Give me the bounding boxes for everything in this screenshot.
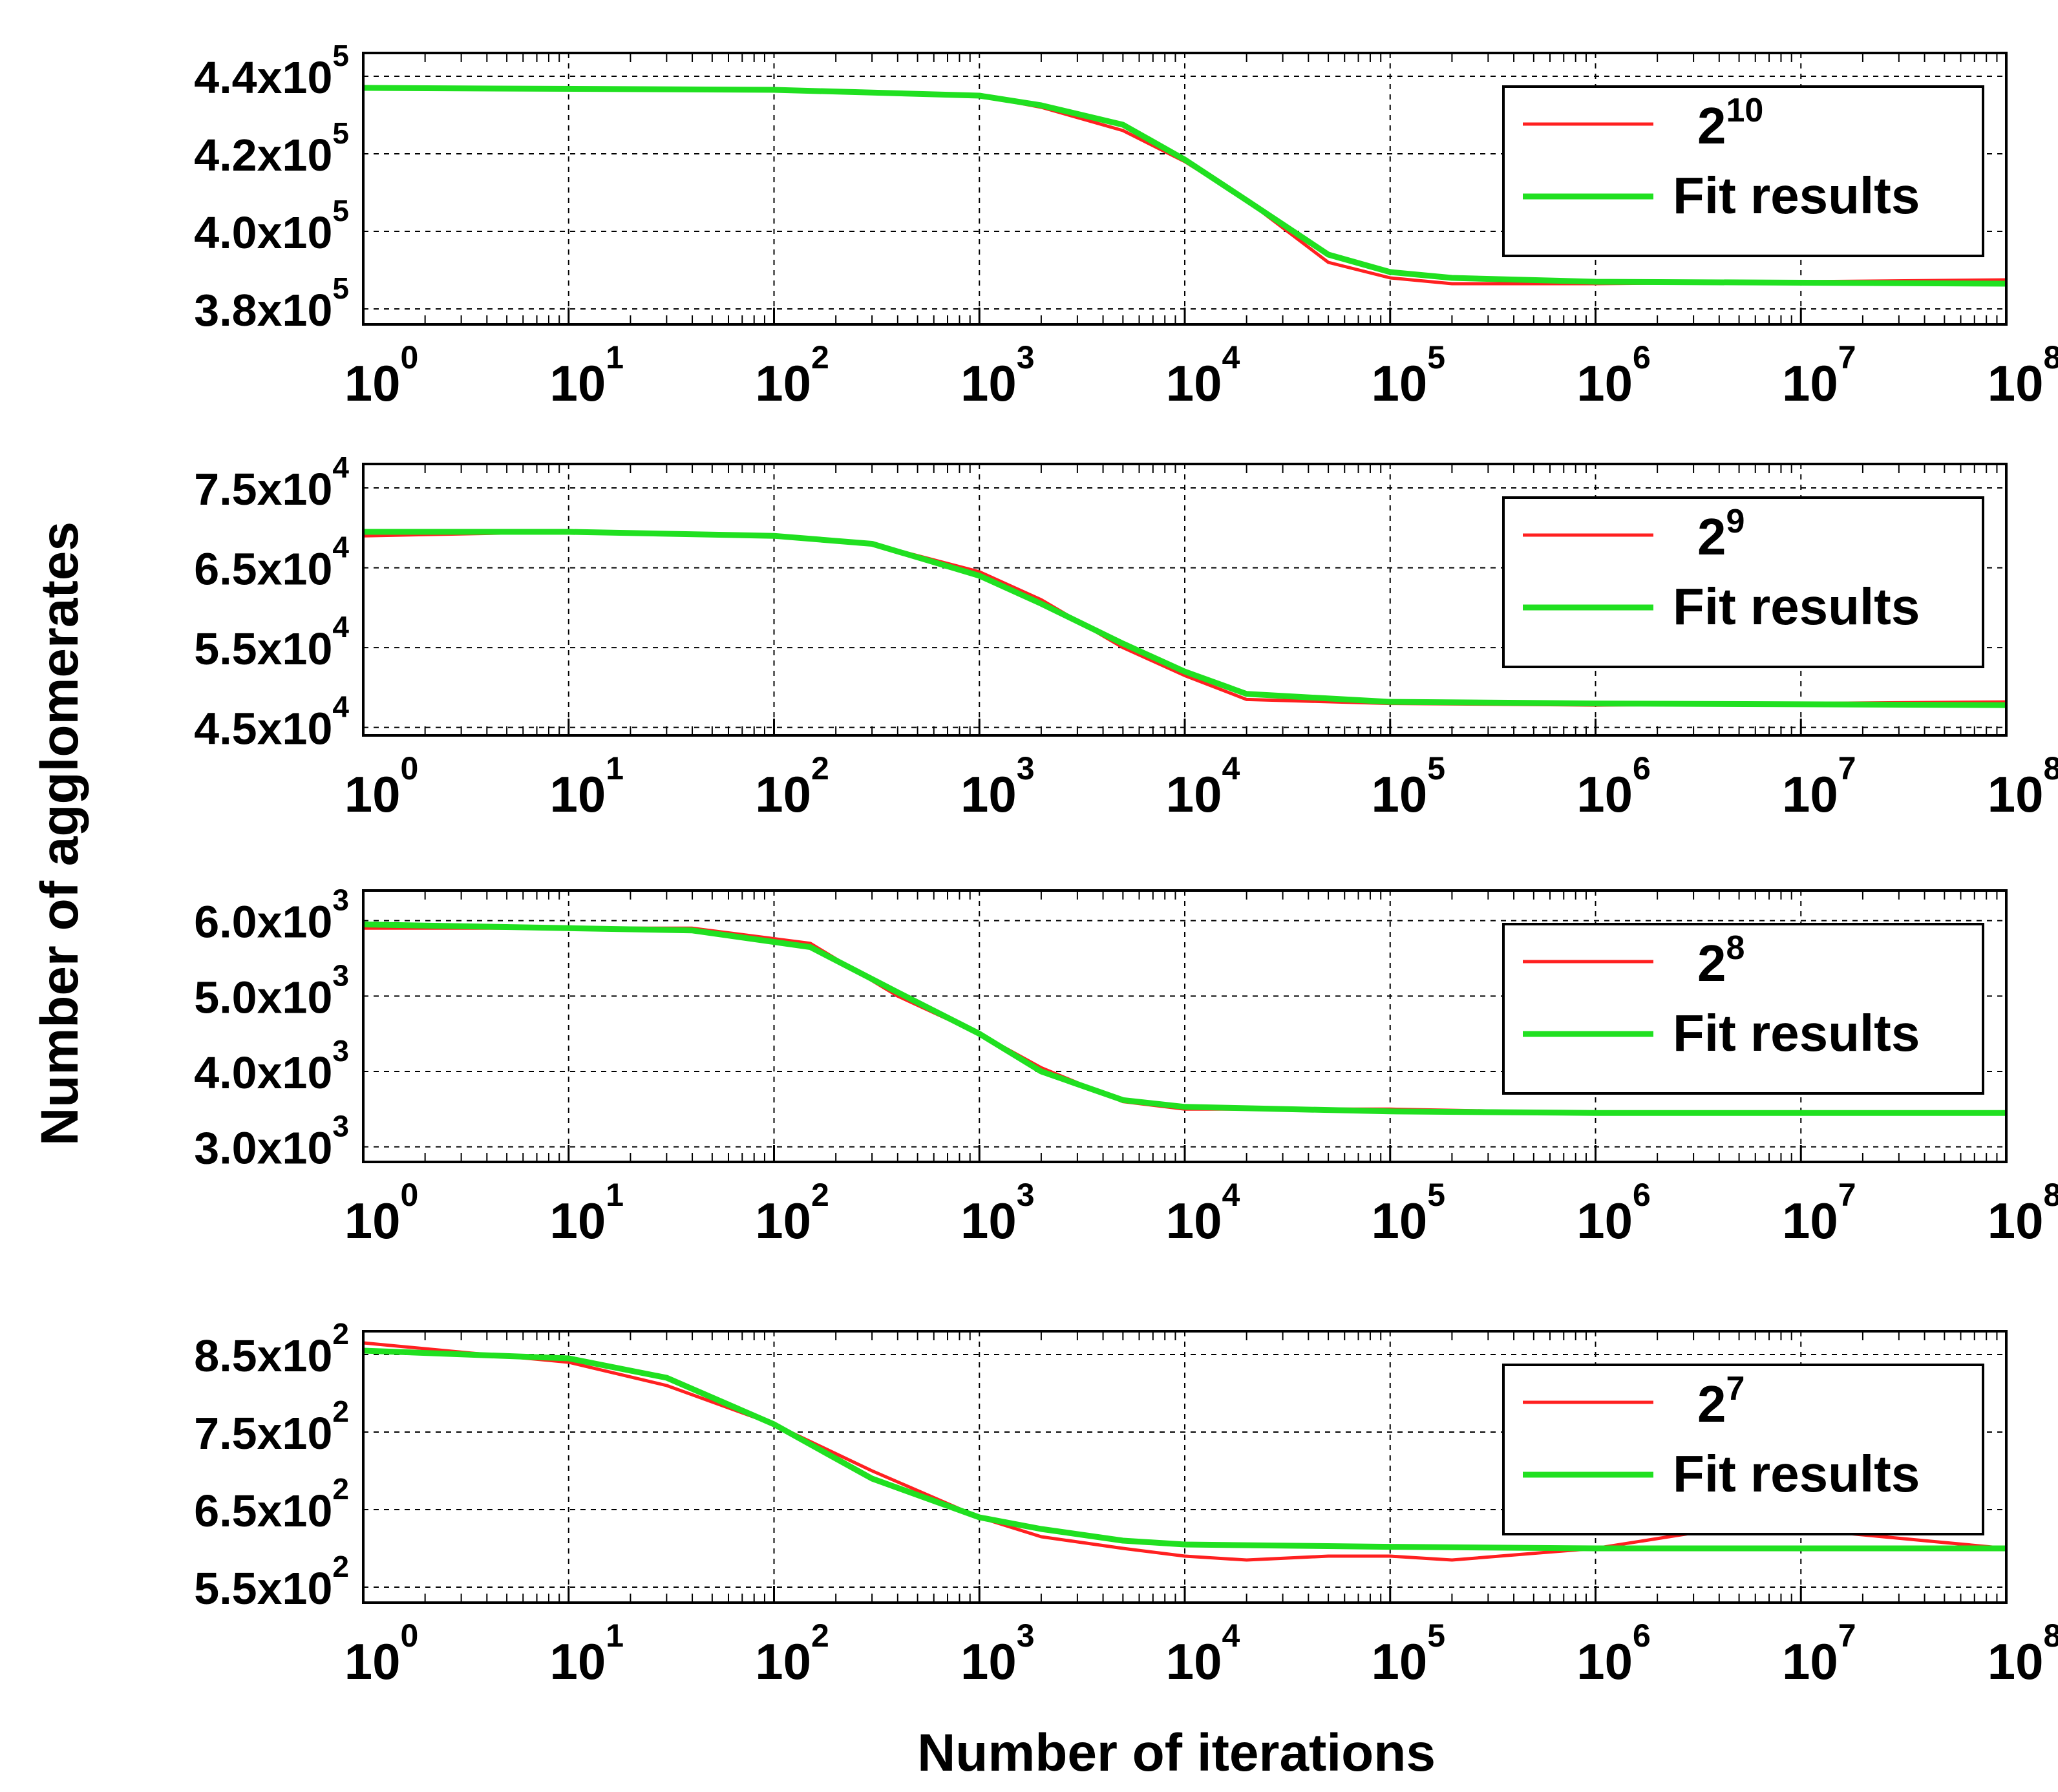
legend-box	[1502, 923, 1984, 1095]
y-tick-label: 5.0x103	[194, 958, 349, 1022]
x-tick-label: 108	[1988, 339, 2058, 412]
x-tick-label: 103	[960, 750, 1035, 823]
y-tick-label: 5.5x102	[194, 1550, 349, 1614]
legend: 28 Fit results	[1502, 923, 1984, 1095]
y-tick-label: 5.5x104	[194, 610, 349, 674]
y-tick-label: 4.4x105	[194, 39, 349, 103]
x-tick-label: 102	[755, 750, 829, 823]
fit-series-line	[363, 1347, 2006, 1552]
x-tick-label: 105	[1371, 1177, 1445, 1249]
legend-data-label: 28	[1697, 929, 1745, 992]
legend-box	[1502, 85, 1984, 257]
x-tick-label: 104	[1166, 1177, 1240, 1249]
legend-fit-label: Fit results	[1673, 1445, 1920, 1502]
x-tick-label: 106	[1576, 339, 1651, 412]
x-tick-label: 105	[1371, 1618, 1445, 1690]
x-minor-ticks	[362, 464, 1998, 735]
legend-fit-label: Fit results	[1673, 1004, 1920, 1062]
y-tick-label: 6.5x104	[194, 531, 349, 595]
x-axis-title: Number of iterations	[917, 1723, 1436, 1782]
x-tick-label: 103	[960, 339, 1035, 412]
x-tick-label: 107	[1782, 1618, 1856, 1690]
x-tick-label: 102	[755, 1618, 829, 1690]
x-tick-label: 100	[345, 1618, 419, 1690]
legend-data-label: 29	[1697, 503, 1745, 565]
plot-frame	[362, 889, 2008, 1163]
y-tick-label: 7.5x104	[194, 450, 349, 514]
x-tick-label: 103	[960, 1177, 1035, 1249]
x-tick-label: 104	[1166, 339, 1240, 412]
x-tick-label: 100	[345, 750, 419, 823]
x-tick-label: 103	[960, 1618, 1035, 1690]
x-tick-label: 101	[549, 1177, 624, 1249]
y-tick-label: 6.0x103	[194, 883, 349, 947]
x-tick-label: 104	[1166, 750, 1240, 823]
plot-frame	[362, 463, 2008, 737]
x-tick-label: 100	[345, 339, 419, 412]
legend: 210 Fit results	[1502, 85, 1984, 257]
legend-fit-label: Fit results	[1673, 167, 1920, 224]
x-tick-label: 102	[755, 339, 829, 412]
x-tick-label: 104	[1166, 1618, 1240, 1690]
y-tick-label: 6.5x102	[194, 1472, 349, 1536]
legend-box	[1502, 496, 1984, 668]
legend: 27 Fit results	[1502, 1364, 1984, 1535]
panel-2: 4.5x104 5.5x104 6.5x104 7.5x104 100 101 102 103…	[194, 450, 2058, 823]
x-tick-label: 105	[1371, 339, 1445, 412]
plot-frame	[362, 52, 2008, 326]
panels: 3.8x105 4.0x105 4.2x105 4.4x105 100 101 102 103…	[194, 39, 2058, 1690]
x-tick-label: 101	[549, 1618, 624, 1690]
fit-series-line	[363, 922, 2006, 1116]
y-tick-label: 7.5x102	[194, 1395, 349, 1459]
fit-series-line	[363, 85, 2007, 287]
fit-series-line	[363, 529, 2007, 708]
x-tick-label: 107	[1782, 750, 1856, 823]
y-tick-label: 4.2x105	[194, 116, 349, 180]
x-tick-label: 107	[1782, 1177, 1856, 1249]
x-tick-label: 102	[755, 1177, 829, 1249]
x-tick-label: 108	[1988, 1177, 2058, 1249]
y-tick-label: 3.8x105	[194, 271, 349, 335]
panel-4: 5.5x102 6.5x102 7.5x102 8.5x102 100 101 102 103…	[194, 1317, 2058, 1690]
x-tick-label: 101	[549, 750, 624, 823]
x-tick-label: 107	[1782, 339, 1856, 412]
plot-frame	[362, 1330, 2008, 1604]
x-tick-label: 106	[1576, 750, 1651, 823]
y-tick-label: 4.0x103	[194, 1034, 349, 1098]
y-tick-label: 4.5x104	[194, 690, 349, 754]
legend-data-label: 210	[1697, 92, 1763, 154]
x-tick-label: 105	[1371, 750, 1445, 823]
x-tick-label: 106	[1576, 1177, 1651, 1249]
x-tick-label: 100	[345, 1177, 419, 1249]
x-tick-label: 101	[549, 339, 624, 412]
legend-data-label: 27	[1697, 1370, 1745, 1433]
y-tick-label: 3.0x103	[194, 1110, 349, 1174]
x-minor-ticks	[362, 891, 1998, 1162]
x-minor-ticks	[362, 53, 1998, 324]
y-tick-label: 8.5x102	[194, 1317, 349, 1381]
panel-3: 3.0x103 4.0x103 5.0x103 6.0x103 100 101 102 103…	[194, 883, 2058, 1249]
legend-fit-label: Fit results	[1673, 578, 1920, 635]
x-minor-ticks	[362, 1331, 1998, 1603]
y-axis-title: Number of agglomerates	[30, 522, 89, 1146]
y-tick-label: 4.0x105	[194, 194, 349, 258]
legend-box	[1502, 1364, 1984, 1535]
panel-1: 3.8x105 4.0x105 4.2x105 4.4x105 100 101 102 103…	[194, 39, 2058, 412]
legend: 29 Fit results	[1502, 496, 1984, 668]
x-tick-label: 106	[1576, 1618, 1651, 1690]
x-tick-label: 108	[1988, 750, 2058, 823]
x-tick-label: 108	[1988, 1618, 2058, 1690]
